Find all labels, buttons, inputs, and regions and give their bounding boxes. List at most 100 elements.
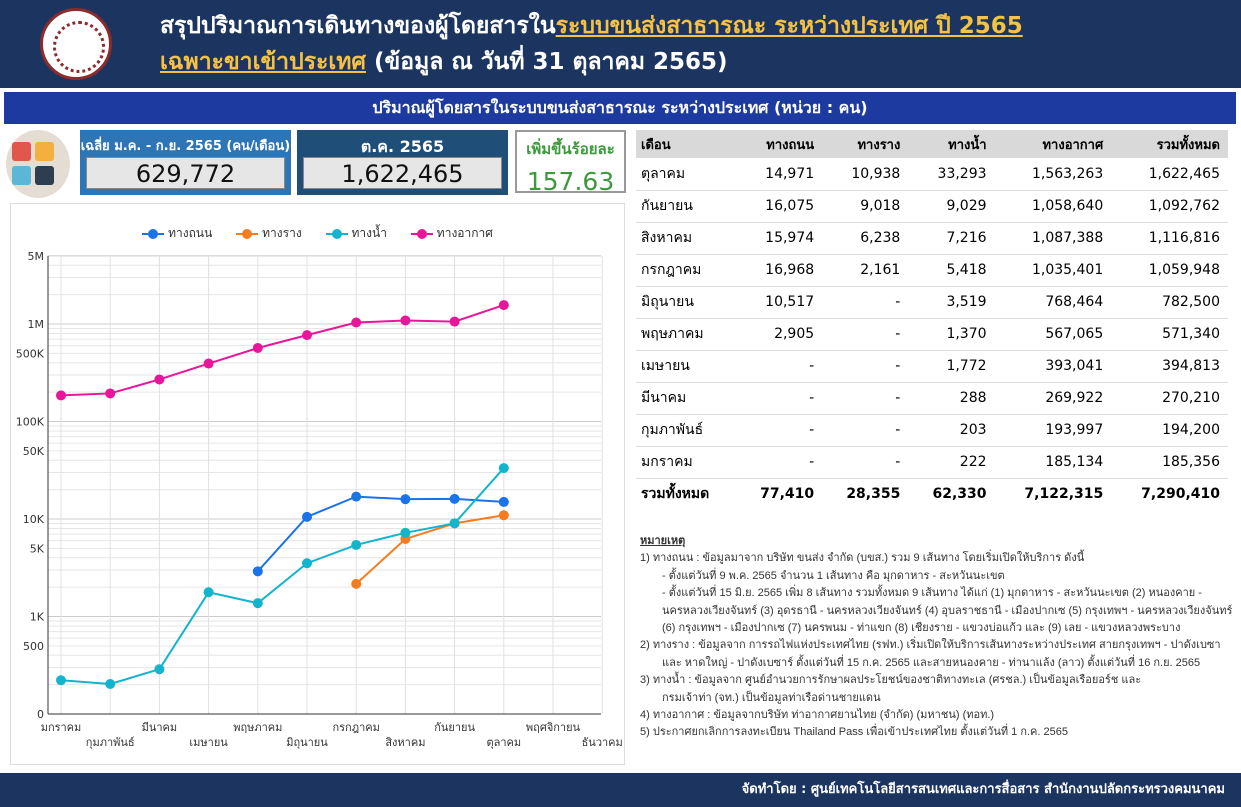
note-line: 3) ทางน้ำ : ข้อมูลจาก ศูนย์อำนวยการรักษา…	[640, 674, 1142, 687]
table-row: กรกฎาคม 16,968 2,161 5,418 1,035,401 1,059,94…	[636, 254, 1228, 287]
x-tick-label: พฤษภาคม	[233, 721, 282, 734]
x-tick-label: กรกฎาคม	[332, 721, 379, 734]
footer-credit: จัดทำโดย : ศูนย์เทคโนโลยีสารสนเทศและการส…	[0, 773, 1241, 807]
data-point	[498, 496, 509, 507]
y-tick-label: 0	[37, 708, 44, 721]
table-cell: -	[735, 382, 823, 415]
note-line: 5) ประกาศยกเลิกการลงทะเบียน Thailand Pas…	[640, 726, 1068, 739]
line-chart: ทางถนน ทางราง ทางน้ำ ทางอากาศ มกราคม กุมภ…	[10, 203, 625, 765]
table-cell: 9,029	[908, 190, 995, 223]
note-line: - ตั้งแต่วันที่ 9 พ.ค. 2565 จำนวน 1 เส้น…	[662, 569, 1005, 582]
table-cell: 15,974	[735, 222, 823, 255]
series-line	[60, 304, 505, 397]
note-line: 4) ทางอากาศ : ข้อมูลจากบริษัท ท่าอากาศยา…	[640, 709, 995, 722]
data-point	[351, 578, 362, 589]
table-cell: 288	[908, 382, 995, 415]
table-row: กุมภาพันธ์ - -203 193,997 194,200	[636, 414, 1228, 447]
table-cell: -	[822, 446, 909, 479]
data-point	[498, 510, 509, 521]
data-point	[252, 566, 263, 577]
table-cell: มิถุนายน	[636, 286, 736, 319]
table-cell: 9,018	[822, 190, 909, 223]
page-title: สรุปปริมาณการเดินทางของผู้โดยสารในระบบขน…	[160, 8, 1023, 80]
y-tick-label: 50K	[23, 445, 45, 458]
series-line	[257, 495, 504, 573]
ministry-logo	[40, 8, 112, 80]
data-point	[203, 358, 214, 369]
avg-card: เฉลี่ย ม.ค. - ก.ย. 2565 (คน/เดือน) 629,77…	[80, 130, 291, 195]
data-point	[105, 388, 116, 399]
note-line: กรมเจ้าท่า (จท.) เป็นข้อมูลท่าเรือด่านชา…	[662, 691, 881, 704]
title-highlight: ระบบขนส่งสาธารณะ ระหว่างประเทศ ปี 2565	[555, 13, 1023, 39]
table-cell: 6,238	[822, 222, 909, 255]
table-cell: พฤษภาคม	[636, 318, 736, 351]
table-cell: 185,356	[1111, 446, 1228, 479]
note-line: - ตั้งแต่วันที่ 15 มิ.ย. 2565 เพิ่ม 8 เส…	[662, 587, 1233, 635]
y-tick-label: 5K	[30, 542, 45, 555]
table-cell: 1,116,816	[1111, 222, 1228, 255]
x-tick-label: ธันวาคม	[582, 736, 623, 749]
data-point	[449, 316, 460, 327]
notes: หมายเหตุ 1) ทางถนน : ข้อมูลมาจาก บริษัท …	[640, 533, 1240, 742]
data-point	[302, 330, 312, 341]
x-tick-label: มีนาคม	[142, 721, 178, 734]
y-tick-label: 1K	[30, 611, 45, 624]
table-cell: เมษายน	[636, 350, 736, 383]
column-header: ทางอากาศ	[994, 130, 1112, 158]
table-row: สิงหาคม 15,974 6,238 7,216 1,087,388 1,116,81…	[636, 222, 1228, 255]
data-point	[302, 558, 312, 569]
data-point	[498, 300, 509, 311]
data-point	[400, 494, 411, 505]
legend-item: ทางน้ำ	[325, 226, 387, 240]
section-banner: ปริมาณผู้โดยสารในระบบขนส่งสาธารณะ ระหว่า…	[4, 92, 1236, 124]
table-cell: 571,340	[1111, 318, 1228, 351]
avg-value: 629,772	[86, 157, 285, 189]
y-tick-label: 500K	[16, 347, 45, 360]
table-cell: 1,092,762	[1111, 190, 1228, 223]
note-line: 2) ทางราง : ข้อมูลจาก การรถไฟแห่งประเทศไ…	[640, 639, 1221, 652]
total-cell: 28,355	[846, 486, 901, 503]
x-tick-label: สิงหาคม	[385, 736, 425, 749]
data-point	[302, 511, 312, 522]
total-cell: รวมทั้งหมด	[641, 486, 710, 503]
table-cell: 1,772	[908, 350, 995, 383]
legend-item: ทางอากาศ	[410, 226, 493, 240]
oct-value: 1,622,465	[303, 157, 502, 189]
table-cell: มีนาคม	[636, 382, 736, 415]
table-cell: 394,813	[1111, 350, 1228, 383]
notes-heading: หมายเหตุ	[640, 535, 686, 547]
table-row: ตุลาคม 14,971 10,938 33,293 1,563,263 1,622,4…	[636, 158, 1228, 191]
table-cell: กุมภาพันธ์	[636, 414, 736, 447]
table-row: พฤษภาคม 2,905-1,370 567,065 571,340	[636, 318, 1228, 351]
data-point	[400, 315, 411, 326]
table-cell: 7,216	[908, 222, 995, 255]
total-cell: 77,410	[760, 486, 815, 503]
x-tick-label: ตุลาคม	[486, 736, 521, 749]
table-cell: 270,210	[1111, 382, 1228, 415]
table-cell: 193,997	[994, 414, 1112, 447]
data-point	[252, 343, 263, 354]
legend-item: ทางถนน	[142, 226, 212, 240]
table-cell: -	[735, 446, 823, 479]
table-cell: 203	[908, 414, 995, 447]
data-point	[498, 463, 509, 474]
x-tick-label: กันยายน	[434, 721, 475, 734]
table-row: มกราคม - -222 185,134 185,356	[636, 446, 1228, 479]
table-cell: 222	[908, 446, 995, 479]
oct-label: ต.ค. 2565	[360, 137, 445, 156]
total-cell: 62,330	[932, 486, 987, 503]
data-table: เดือน ทางถนน ทางราง ทางน้ำ ทางอากาศ รวมทั้งหม…	[636, 130, 1228, 510]
x-tick-label: มกราคม	[41, 721, 82, 734]
table-cell: 185,134	[994, 446, 1112, 479]
data-point	[154, 664, 165, 675]
column-header: รวมทั้งหมด	[1111, 130, 1228, 158]
table-row: เมษายน - -1,772 393,041 394,813	[636, 350, 1228, 383]
total-cell: 7,290,410	[1141, 486, 1220, 503]
data-point	[56, 390, 66, 401]
y-tick-label: 100K	[16, 416, 45, 429]
table-row: กันยายน 16,075 9,018 9,029 1,058,640 1,092,76…	[636, 190, 1228, 223]
table-header: เดือน ทางถนน ทางราง ทางน้ำ ทางอากาศ รวมทั้งหม…	[636, 130, 1228, 158]
table-cell: 782,500	[1111, 286, 1228, 319]
table-cell: 1,622,465	[1111, 158, 1228, 191]
